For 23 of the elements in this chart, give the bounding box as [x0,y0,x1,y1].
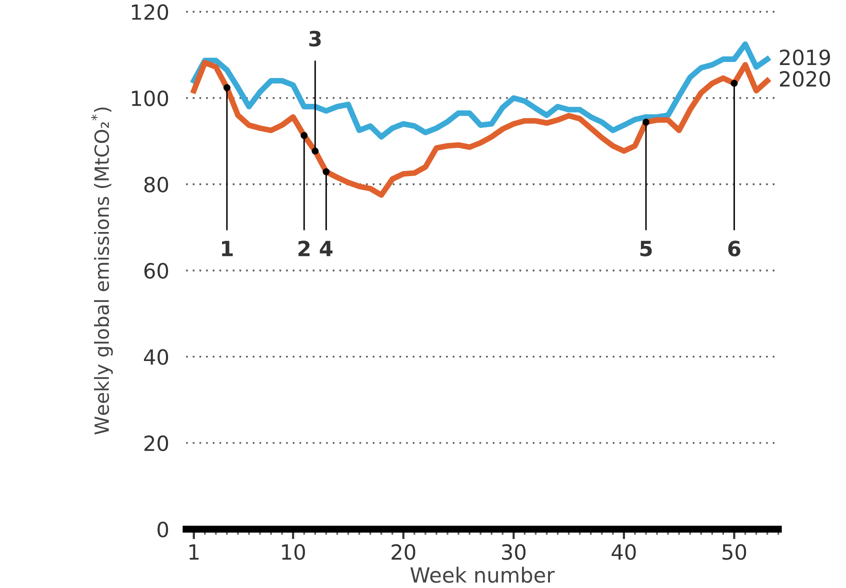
annotation: 3 [309,30,321,47]
x-tick-label: 20 [392,544,416,560]
x-tick-label: 1 [190,544,199,560]
y-tick-label: 40 [144,349,168,365]
x-axis-title: Week number [410,566,555,583]
y-tick-label: 20 [144,435,168,452]
y-tick-label: 60 [144,262,168,279]
y-tick-label: 0 [158,522,168,538]
y-tick-label: 80 [144,176,168,192]
x-tick-label: 50 [722,544,746,560]
annotation: 1 [222,240,233,256]
x-tick-label: 10 [282,544,305,560]
annotation: 2 [298,240,310,256]
series-label: 2019 [780,49,830,66]
annotation: 5 [640,240,652,256]
x-tick-label: 30 [502,544,526,560]
annotation: 6 [728,240,740,256]
annotation: 4 [320,240,332,256]
y-tick-label: 120 [132,4,168,20]
series-label: 2020 [780,71,830,87]
y-axis-title: Weekly global emissions (MtCO₂$^{*}$) [91,108,113,435]
y-tick-label: 100 [132,90,168,106]
x-tick-label: 40 [612,544,636,560]
